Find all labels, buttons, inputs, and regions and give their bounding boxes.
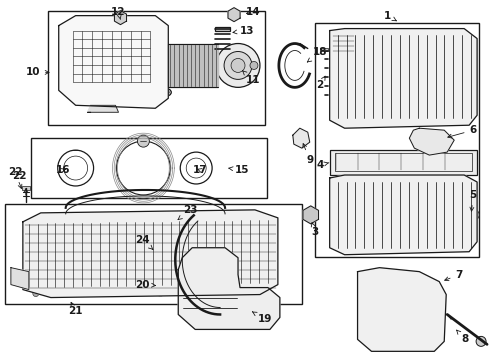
Text: 13: 13 [233,26,254,36]
Circle shape [207,291,213,297]
Text: 3: 3 [311,223,318,237]
Circle shape [413,323,426,336]
Polygon shape [330,175,477,255]
Text: 5: 5 [469,190,477,211]
Text: 2: 2 [316,76,325,90]
Text: 22: 22 [12,171,26,181]
Circle shape [197,244,233,280]
Bar [315,23,479,257]
Polygon shape [59,15,168,108]
Polygon shape [168,44,218,87]
Text: 11: 11 [243,71,260,85]
Circle shape [182,291,188,297]
Polygon shape [115,11,126,24]
Text: 4: 4 [316,160,329,170]
Circle shape [107,291,114,297]
Text: 18: 18 [307,48,327,62]
Text: 19: 19 [252,312,272,324]
Text: 16: 16 [55,165,70,175]
Bar [48,11,265,125]
Bar [5,204,302,303]
Text: 1: 1 [384,11,396,21]
Circle shape [467,209,479,221]
Bar [394,318,413,332]
Text: 21: 21 [69,302,83,316]
Circle shape [370,285,385,298]
Bar [335,153,472,171]
Circle shape [232,291,238,297]
Bar [31,138,267,198]
Text: 7: 7 [445,270,463,281]
Circle shape [297,134,305,142]
Polygon shape [330,28,477,128]
Bar [22,186,30,190]
Polygon shape [358,268,446,351]
Text: 23: 23 [178,205,197,220]
Polygon shape [409,128,454,155]
Bar [69,19,153,27]
Polygon shape [178,248,280,329]
Polygon shape [303,206,318,224]
Circle shape [157,291,163,297]
Text: 24: 24 [135,235,153,249]
Circle shape [33,291,39,297]
Ellipse shape [159,88,171,96]
Circle shape [83,291,89,297]
Text: 14: 14 [245,6,260,17]
Circle shape [224,51,252,80]
Bar [319,48,328,50]
Bar [69,27,155,86]
Circle shape [216,44,260,87]
Bar [215,27,230,31]
Text: 22: 22 [8,167,22,189]
Text: 6: 6 [448,125,477,138]
Text: 9: 9 [303,144,313,165]
Text: 10: 10 [25,67,49,77]
Circle shape [370,323,385,336]
Polygon shape [23,210,278,298]
Bar [330,150,477,175]
Circle shape [137,135,149,147]
Polygon shape [228,8,240,22]
Bar [69,86,153,94]
Circle shape [257,291,263,297]
Text: 20: 20 [135,280,155,289]
Circle shape [231,58,245,72]
Polygon shape [293,128,310,148]
Text: 17: 17 [193,165,207,175]
Text: 12: 12 [111,6,126,19]
Circle shape [132,291,138,297]
Circle shape [250,62,258,69]
Text: 8: 8 [457,330,469,345]
Bar [330,32,358,54]
Circle shape [476,336,486,346]
Polygon shape [88,105,119,112]
Circle shape [413,285,426,298]
Polygon shape [11,268,29,289]
Circle shape [58,291,64,297]
Text: 15: 15 [229,165,249,175]
Bar [394,288,413,307]
